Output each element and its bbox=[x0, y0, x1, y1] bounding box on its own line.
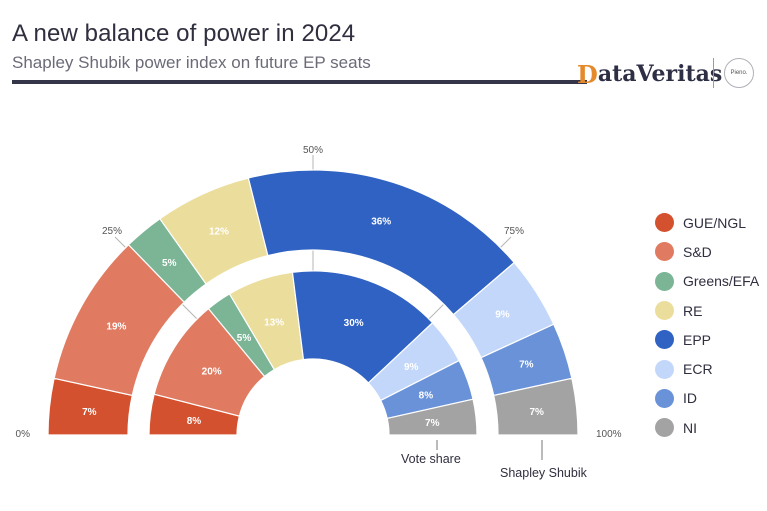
tick-label: 0% bbox=[16, 429, 31, 440]
shapley-value-label: 9% bbox=[495, 310, 510, 321]
legend-swatch bbox=[655, 213, 674, 233]
legend-swatch bbox=[655, 242, 674, 262]
legend-item: S&D bbox=[655, 237, 759, 266]
tick-label: 50% bbox=[303, 145, 323, 156]
logo-mark: D bbox=[577, 59, 598, 89]
shapley-value-label: 5% bbox=[162, 258, 177, 269]
vote-share-value-label: 9% bbox=[404, 362, 419, 373]
tick-label: 25% bbox=[102, 226, 122, 237]
shapley-value-label: 7% bbox=[82, 407, 97, 418]
shapley-value-label: 7% bbox=[529, 407, 544, 418]
logo-text: ataVeritas bbox=[597, 61, 723, 87]
legend-item: Greens/EFA bbox=[655, 267, 759, 296]
legend-label: GUE/NGL bbox=[683, 214, 747, 231]
legend-item: ID bbox=[655, 384, 759, 413]
legend-label: ECR bbox=[683, 361, 713, 378]
legend: GUE/NGL S&D Greens/EFA RE EPP ECR ID NI bbox=[655, 208, 759, 442]
vote-share-segment-ni bbox=[386, 398, 478, 436]
shapley-segment-ni bbox=[493, 377, 579, 436]
legend-swatch bbox=[655, 301, 674, 321]
shapley-value-label: 12% bbox=[209, 227, 229, 238]
partner-logo: Pieno. bbox=[724, 58, 754, 88]
vote-share-value-label: 7% bbox=[425, 418, 440, 429]
vote-share-value-label: 5% bbox=[237, 333, 252, 344]
legend-swatch bbox=[655, 330, 674, 350]
vote-share-value-label: 8% bbox=[419, 390, 434, 401]
legend-label: NI bbox=[683, 419, 697, 436]
legend-item: NI bbox=[655, 413, 759, 442]
series-label: Vote share bbox=[401, 452, 461, 466]
legend-label: RE bbox=[683, 302, 703, 319]
legend-item: GUE/NGL bbox=[655, 208, 759, 237]
legend-item: EPP bbox=[655, 325, 759, 354]
vote-share-value-label: 8% bbox=[187, 416, 202, 427]
legend-label: S&D bbox=[683, 243, 712, 260]
series-label: Shapley Shubik bbox=[500, 466, 588, 480]
vote-share-value-label: 30% bbox=[344, 318, 364, 329]
vote-share-value-label: 13% bbox=[264, 317, 284, 328]
logo-separator bbox=[713, 58, 714, 88]
legend-label: Greens/EFA bbox=[683, 273, 760, 290]
legend-item: ECR bbox=[655, 354, 759, 383]
legend-item: RE bbox=[655, 296, 759, 325]
vote-share-value-label: 20% bbox=[202, 367, 222, 378]
legend-swatch bbox=[655, 388, 674, 408]
shapley-value-label: 36% bbox=[371, 217, 391, 228]
legend-swatch bbox=[655, 271, 674, 291]
shapley-value-label: 7% bbox=[519, 359, 534, 370]
legend-swatch bbox=[655, 418, 674, 438]
shapley-value-label: 19% bbox=[106, 322, 126, 333]
tick-label: 100% bbox=[596, 429, 622, 440]
chart-title: A new balance of power in 2024 bbox=[12, 20, 356, 47]
tick-label: 75% bbox=[504, 226, 524, 237]
legend-label: EPP bbox=[683, 331, 712, 348]
legend-swatch bbox=[655, 359, 674, 379]
legend-label: ID bbox=[683, 390, 697, 407]
chart-subtitle: Shapley Shubik power index on future EP … bbox=[12, 53, 371, 72]
header-rule bbox=[12, 80, 587, 84]
